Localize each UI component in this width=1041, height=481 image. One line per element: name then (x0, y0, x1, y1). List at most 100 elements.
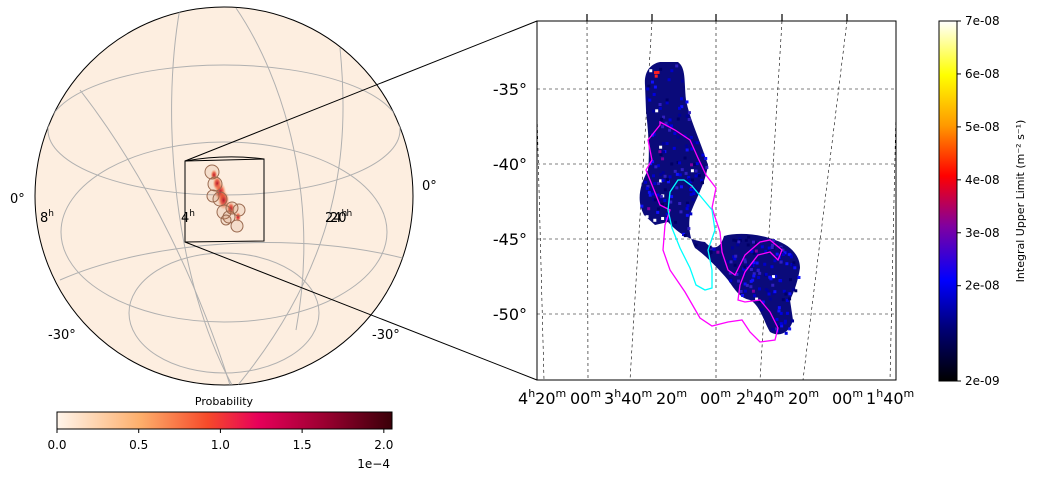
upper-limit-pixel (744, 238, 748, 242)
upper-limit-pixel (645, 215, 649, 219)
dec-tick-label: -45° (493, 230, 527, 249)
upper-limit-pixel (675, 186, 679, 190)
upper-limit-pixel (689, 193, 693, 197)
upper-limit-pixel (661, 125, 665, 129)
upper-limit-pixel (772, 291, 776, 295)
upper-limit-pixel (651, 192, 655, 196)
upper-limit-pixel (729, 279, 733, 283)
upper-limit-pixel (675, 64, 679, 68)
upper-limit-pixel (650, 80, 654, 84)
upper-limit-pixel (668, 118, 672, 122)
upper-limit-pixel (670, 124, 674, 128)
upper-limit-pixel (679, 210, 683, 214)
zoom-box-arc (184, 156, 265, 162)
upper-limit-pixel (779, 322, 783, 326)
upper-limit-pixel (776, 322, 780, 326)
upper-limit-pixel (647, 190, 651, 194)
ra-gridline (802, 20, 848, 381)
upper-limit-pixel (771, 283, 775, 287)
upper-limit-pixel (755, 297, 759, 301)
upper-limit-pixel (647, 207, 651, 211)
upper-limit-pixel (668, 128, 672, 132)
upper-limit-pixel (684, 171, 688, 175)
parallel-line (60, 141, 388, 323)
upper-limit-pixel (791, 319, 795, 323)
outer-contour (645, 120, 783, 343)
upper-limit-pixel (786, 250, 790, 254)
upper-limit-pixel (754, 249, 758, 253)
meridian-line (171, 7, 233, 385)
probability-colorbar-ticks: 0.0 0.5 1.0 1.5 2.0 (47, 429, 393, 452)
colorbar-tick-label: 0.0 (47, 438, 66, 452)
upper-limit-pixel (694, 174, 698, 178)
upper-limit-pixel (659, 173, 663, 177)
upper-limit-pixel (734, 254, 738, 258)
upper-limit-pixel (737, 279, 741, 283)
upper-limit-pixel (644, 180, 648, 184)
upper-limit-pixel (731, 246, 735, 250)
meridian-label: 4h (181, 209, 195, 226)
upper-limit-pixel (659, 145, 663, 149)
upper-limit-pixel (652, 174, 656, 178)
upper-limit-pixel (745, 283, 749, 287)
meridian-line (59, 242, 411, 281)
dec-tick-label: -50° (493, 305, 527, 324)
upper-limit-pixel (784, 331, 788, 335)
upper-limit-pixel (687, 111, 691, 115)
upper-limit-pixel (689, 135, 693, 139)
upper-limit-pixel (653, 85, 657, 89)
upper-limit-pixel (772, 239, 776, 243)
upper-limit-pixel (680, 105, 684, 109)
upper-limit-pixel (701, 153, 705, 157)
upper-limit-pixel (743, 258, 747, 262)
upper-limit-pixel (768, 275, 772, 279)
upper-limit-pixel (736, 243, 740, 247)
upper-limit-pixel (690, 169, 694, 173)
zoom-grid (536, 20, 897, 381)
circle-marker (220, 214, 232, 226)
upper-limit-pixel (726, 259, 730, 263)
upper-limit-pixels (640, 64, 801, 335)
upper-limit-pixel (672, 146, 676, 150)
upper-limit-pixel (646, 96, 650, 100)
upper-limit-pixel (676, 135, 680, 139)
upper-limit-pixel (656, 70, 660, 74)
zoom-connector-bottom (184, 241, 538, 381)
upper-limit-pixel (794, 289, 798, 293)
upper-limit-pixel (693, 162, 697, 166)
upper-limit-pixel (697, 174, 701, 178)
upper-limit-pixel (648, 134, 652, 138)
upper-limit-pixel (750, 249, 754, 253)
circle-marker (204, 164, 220, 180)
upper-limit-pixel (678, 201, 682, 205)
upper-limit-pixel (785, 262, 789, 266)
upper-limit-pixel (661, 216, 665, 220)
upper-limit-pixel (749, 279, 753, 283)
parallel-line (128, 252, 320, 374)
upper-limit-pixel (691, 198, 695, 202)
upper-limit-pixel (781, 248, 785, 252)
upper-limit-pixel (728, 271, 732, 275)
upper-limit-pixel (659, 197, 663, 201)
upper-limit-pixel (659, 195, 663, 199)
upper-limit-pixel (775, 317, 779, 321)
upper-limit-pixel (783, 319, 787, 323)
upper-limit-pixel (665, 101, 669, 105)
upper-limit-pixel (656, 164, 660, 168)
upper-limit-pixel (675, 172, 679, 176)
zoom-axes (536, 20, 897, 381)
upper-limit-pixel (737, 272, 741, 276)
upper-limit-pixel (685, 114, 689, 118)
upper-limit-pixel (739, 290, 743, 294)
upper-limit-pixel (758, 271, 762, 275)
upper-limit-pixel (769, 277, 773, 281)
upper-limit-pixel (734, 239, 738, 243)
upper-limit-pixel (678, 106, 682, 110)
dec-tick-label: -40° (493, 155, 527, 174)
ra-tick-label: 2h40m (736, 387, 784, 408)
upper-limit-colorbar-label: Integral Upper Limit (m⁻² s⁻¹) (1014, 120, 1027, 283)
upper-limit-pixel (770, 243, 774, 247)
upper-limit-pixel (656, 210, 660, 214)
upper-limit-pixel (654, 74, 658, 78)
